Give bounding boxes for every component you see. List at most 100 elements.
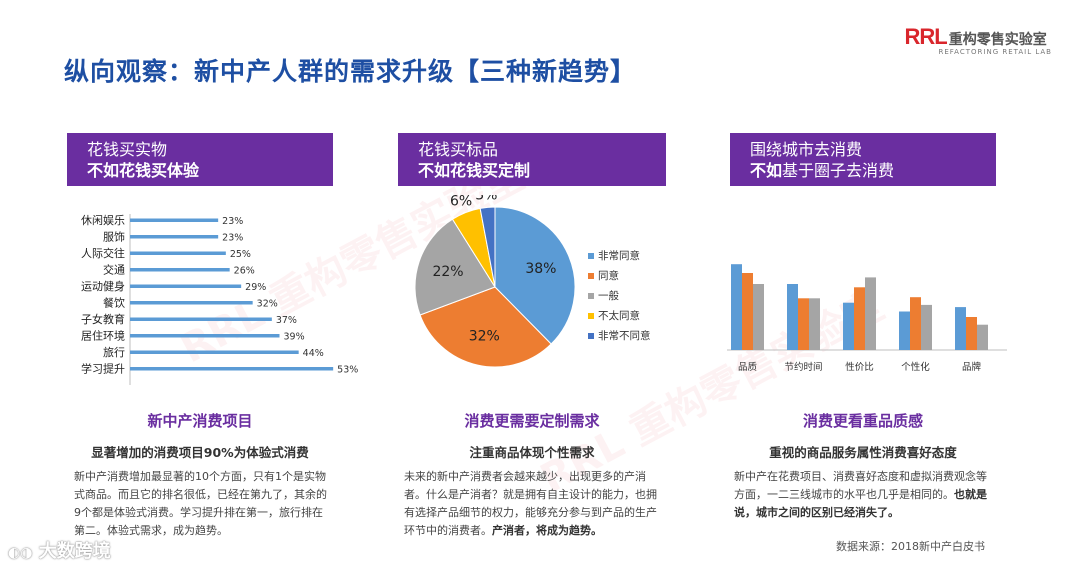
bar: [921, 304, 932, 350]
bar-category-label: 交通: [103, 263, 125, 277]
panel1-section-title: 新中产消费项目: [147, 412, 253, 430]
bar-value-label: 44%: [303, 348, 324, 359]
x-tick-label: 品牌: [962, 361, 982, 373]
panel3-body-bold: 也就是说，城市之间的区别已经消失了。: [734, 488, 987, 519]
pie-value-label: 32%: [469, 328, 500, 344]
bar: [130, 218, 219, 222]
bar: [753, 284, 764, 350]
bar-value-label: 26%: [234, 266, 255, 277]
bar-category-label: 运动健身: [81, 279, 125, 293]
pie-slice: [479, 206, 496, 288]
bar: [798, 298, 809, 350]
legend-swatch: [588, 293, 594, 299]
bar-category-label: 子女教育: [81, 312, 125, 326]
legend-label: 非常同意: [598, 249, 640, 262]
panel2-body: 未来的新中产消费者会越来越少，出现更多的产消者。什么是产消者？就是拥有自主设计的…: [404, 468, 660, 540]
panel1-banner-line1: 花钱买实物: [87, 140, 168, 159]
panel1-body: 新中产消费增加最显著的10个方面，只有1个是实物式商品。而且它的排名很低，已经在…: [74, 470, 327, 537]
bar: [130, 301, 253, 305]
bar: [130, 268, 230, 272]
logo-en: REFACTORING RETAIL LAB: [938, 48, 1052, 56]
legend-swatch: [588, 253, 594, 259]
bar: [130, 251, 226, 255]
pie-slice: [494, 206, 576, 345]
panel1-banner-line2: 不如花钱买体验: [87, 161, 200, 180]
logo-cn: 重构零售实验室: [948, 32, 1047, 48]
bar: [899, 311, 910, 350]
panel2-banner: 花钱买标品 不如花钱买定制: [398, 133, 666, 186]
data-source: 数据来源：2018新中产白皮书: [836, 540, 985, 553]
bar: [809, 298, 820, 350]
panel3-banner-rest: 基于圈子去消费: [782, 161, 895, 180]
footer-logo: ◐◑ 大数跨境: [8, 537, 111, 563]
bar-category-label: 旅行: [103, 345, 125, 359]
bar-category-label: 休闲娱乐: [81, 213, 125, 227]
pie-value-label: 3%: [475, 195, 497, 203]
panel1-banner: 花钱买实物 不如花钱买体验: [67, 133, 333, 186]
bar: [742, 273, 753, 350]
bar-category-label: 服饰: [103, 230, 125, 244]
bar: [910, 297, 921, 350]
pie-value-label: 6%: [450, 195, 472, 209]
chart-consumption-items: 休闲娱乐 23% 服饰 23% 人际交往 25% 交通 26% 运动健身 29% 餐饮 32% 子女教育…: [81, 213, 358, 385]
panel2-section-title: 消费更需要定制需求: [464, 412, 600, 430]
bar-value-label: 32%: [257, 299, 278, 310]
bar-category-label: 学习提升: [81, 362, 125, 376]
panel2-section-subtitle: 注重商品体现个性需求: [469, 445, 595, 460]
bar-value-label: 23%: [222, 233, 243, 244]
pie-value-label: 22%: [432, 264, 463, 280]
bar: [787, 284, 798, 350]
footer-logo-icon: ◐◑: [8, 545, 33, 561]
bar-value-label: 29%: [245, 282, 266, 293]
panel2-body-text: 未来的新中产消费者会越来越少，出现更多的产消者。什么是产消者？就是拥有自主设计的…: [404, 470, 657, 537]
bar: [130, 317, 272, 321]
bar-value-label: 37%: [276, 315, 297, 326]
bar-value-label: 39%: [284, 332, 305, 343]
panel2-banner-line2: 不如花钱买定制: [418, 161, 531, 180]
legend-label: 非常不同意: [598, 329, 651, 342]
panel2-body-bold: 产消者，将成为趋势。: [492, 524, 602, 537]
bar: [865, 277, 876, 350]
chart-quality-attributes: 品质 节约时间 性价比 个性化 品牌: [727, 264, 1007, 373]
legend-swatch: [588, 333, 594, 339]
panel3-section-title: 消费更看重品质感: [802, 412, 923, 430]
bar: [966, 317, 977, 350]
bar: [130, 367, 334, 371]
panel2-banner-line1: 花钱买标品: [418, 140, 499, 159]
footer-logo-text: 大数跨境: [38, 541, 111, 562]
panel3-body-text: 新中产在花费项目、消费喜好态度和虚拟消费观念等方面，一二三线城市的水平也几乎是相…: [734, 470, 987, 501]
x-tick-label: 节约时间: [784, 361, 822, 373]
pie-slice: [419, 286, 552, 368]
x-tick-label: 性价比: [845, 361, 874, 373]
bar: [955, 307, 966, 350]
legend-swatch: [588, 313, 594, 319]
panel1-section-subtitle: 显著增加的消费项目90%为体验式消费: [91, 445, 309, 460]
legend-label: 一般: [598, 289, 619, 302]
panel3-banner: 围绕城市去消费 不如基于圈子去消费: [730, 133, 996, 186]
panel3-banner-bold: 不如: [750, 161, 783, 180]
bar-value-label: 23%: [222, 216, 243, 227]
legend-swatch: [588, 273, 594, 279]
bar: [854, 287, 865, 350]
logo-mark: RRL: [904, 24, 948, 49]
bar: [130, 235, 219, 239]
panel3-banner-line1: 围绕城市去消费: [750, 140, 863, 159]
bar: [130, 350, 299, 354]
brand-logo: RRL 重构零售实验室 REFACTORING RETAIL LAB: [905, 24, 1052, 56]
legend-label: 同意: [598, 269, 619, 282]
panel3-section-subtitle: 重视的商品服务属性消费喜好态度: [769, 445, 957, 460]
bar-value-label: 25%: [230, 249, 251, 260]
x-tick-label: 个性化: [901, 361, 930, 373]
bar-category-label: 餐饮: [103, 296, 125, 310]
bar-value-label: 53%: [337, 365, 358, 376]
bar: [731, 264, 742, 350]
panel3-body: 新中产在花费项目、消费喜好态度和虚拟消费观念等方面，一二三线城市的水平也几乎是相…: [734, 468, 990, 522]
x-tick-label: 品质: [738, 361, 758, 373]
pie-value-label: 38%: [525, 261, 556, 277]
page-title: 纵向观察：新中产人群的需求升级【三种新趋势】: [64, 57, 637, 86]
bar: [130, 284, 242, 288]
legend-label: 不太同意: [598, 309, 640, 322]
bar: [977, 324, 988, 350]
bar: [130, 334, 280, 338]
